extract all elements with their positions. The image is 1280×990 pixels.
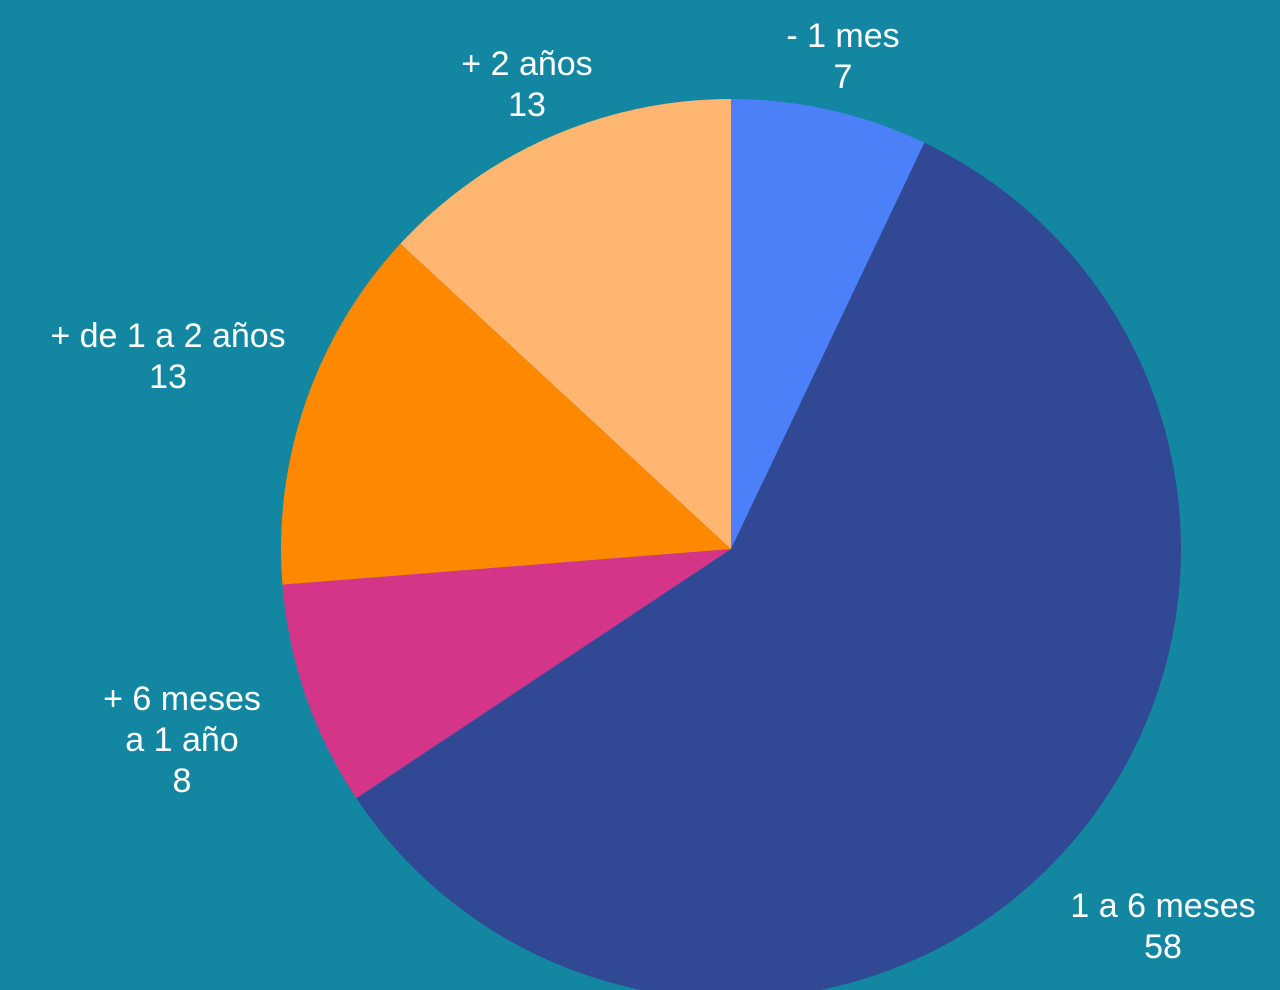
pie-slice-3 [281,243,731,585]
slice-label-1: 1 a 6 meses 58 [1070,887,1255,966]
slice-category-label: + de 1 a 2 años [50,317,285,355]
slice-category-label: 1 a 6 meses [1070,887,1255,925]
slice-label-0: - 1 mes 7 [786,17,899,96]
slice-category-label: + 2 años [461,45,592,83]
slice-label-2: + 6 meses a 1 año 8 [103,680,261,800]
pie-slice-4 [400,99,731,549]
slice-value-label: 8 [173,762,192,800]
pie-labels: - 1 mes 71 a 6 meses 58+ 6 meses a 1 año 8+ … [50,17,1255,966]
slice-value-label: 7 [834,58,853,96]
slice-label-4: + 2 años 13 [461,45,592,124]
pie-slice-2 [282,549,731,799]
slice-category-label: a 1 año [125,721,238,759]
slice-value-label: 13 [508,86,546,124]
slice-value-label: 13 [149,358,187,396]
slice-value-label: 58 [1144,928,1182,966]
slice-label-3: + de 1 a 2 años 13 [50,317,285,396]
pie-slice-0 [731,99,925,549]
pie-slices [281,99,1181,990]
slice-category-label: - 1 mes [786,17,899,55]
slice-category-label: + 6 meses [103,680,261,718]
pie-slice-1 [356,142,1181,990]
